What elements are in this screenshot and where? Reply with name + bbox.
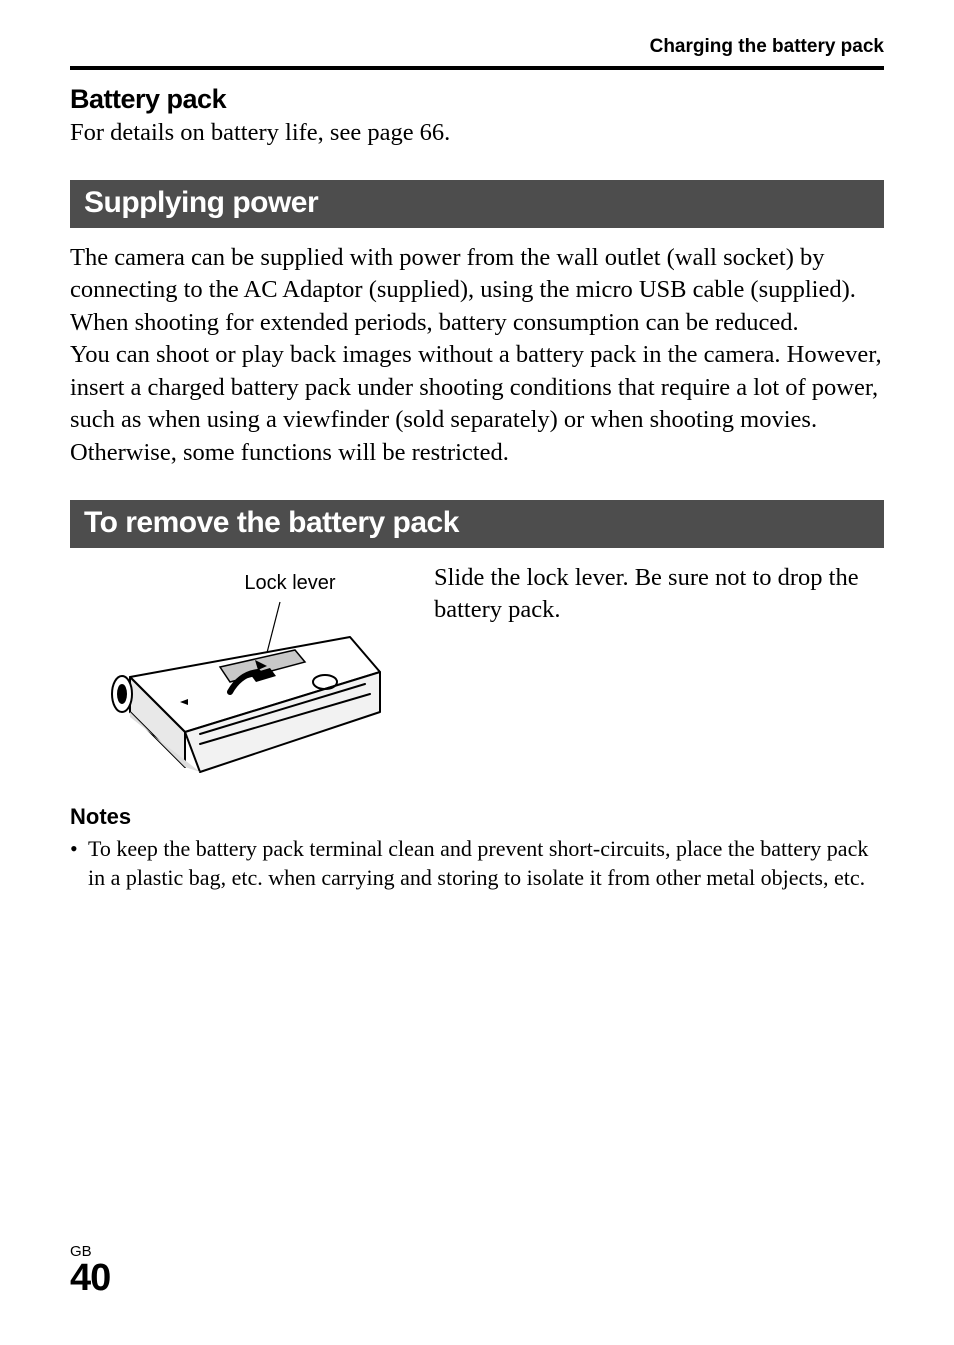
remove-battery-row: Lock lever xyxy=(70,562,884,782)
supplying-power-para2: You can shoot or play back images withou… xyxy=(70,339,884,469)
battery-pack-heading: Battery pack xyxy=(70,84,884,115)
remove-battery-instruction: Slide the lock lever. Be sure not to dro… xyxy=(434,562,884,627)
supplying-power-heading: Supplying power xyxy=(70,180,884,228)
bullet-icon: • xyxy=(70,834,88,893)
lock-lever-label: Lock lever xyxy=(225,572,355,595)
battery-pack-body: For details on battery life, see page 66… xyxy=(70,117,884,150)
notes-text: To keep the battery pack terminal clean … xyxy=(88,834,884,893)
page-number: 40 xyxy=(70,1259,110,1297)
camera-battery-illustration xyxy=(70,562,400,782)
instruction-column: Slide the lock lever. Be sure not to dro… xyxy=(434,562,884,627)
running-header: Charging the battery pack xyxy=(70,36,884,66)
page-footer: GB 40 xyxy=(70,1244,110,1297)
remove-battery-heading: To remove the battery pack xyxy=(70,500,884,548)
page: Charging the battery pack Battery pack F… xyxy=(0,0,954,1345)
notes-item: • To keep the battery pack terminal clea… xyxy=(70,834,884,893)
notes-heading: Notes xyxy=(70,804,884,830)
supplying-power-para1: The camera can be supplied with power fr… xyxy=(70,242,884,340)
figure-column: Lock lever xyxy=(70,562,410,782)
header-rule xyxy=(70,66,884,70)
